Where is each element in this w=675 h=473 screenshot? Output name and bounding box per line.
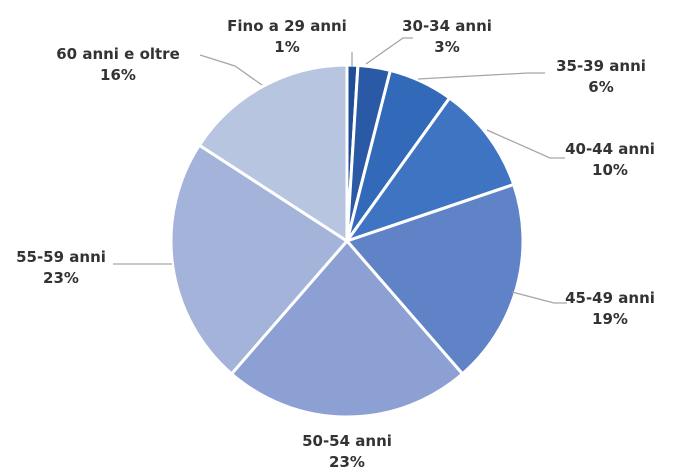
leader-line-5 — [511, 291, 567, 304]
slice-category-label: 55-59 anni — [16, 248, 106, 266]
leader-line-4 — [486, 129, 565, 159]
slice-category-label: 40-44 anni — [565, 140, 655, 158]
slice-category-label: Fino a 29 anni — [227, 17, 347, 35]
pie-slice-6 — [229, 238, 465, 419]
leader-line-8 — [199, 54, 263, 86]
slice-category-label: 45-49 anni — [565, 289, 655, 307]
slice-labels: Fino a 29 anni 1% 30-34 anni 3% 35-39 anni 6%… — [16, 17, 655, 471]
leader-line-3 — [417, 72, 545, 80]
slice-value-label: 3% — [434, 38, 459, 56]
pie-slice-5 — [344, 182, 525, 376]
slice-category-label: 30-34 anni — [402, 17, 492, 35]
slice-value-label: 16% — [100, 66, 136, 84]
slice-value-label: 23% — [329, 453, 365, 471]
pie-slice-7 — [169, 143, 350, 376]
slice-value-label: 19% — [592, 310, 628, 328]
pie-slice-8 — [197, 63, 349, 244]
slice-value-label: 1% — [274, 38, 299, 56]
slice-category-label: 35-39 anni — [556, 57, 646, 75]
slice-value-label: 10% — [592, 161, 628, 179]
pie-slices — [169, 63, 525, 419]
leader-line-2 — [365, 37, 413, 65]
leader-lines — [113, 37, 567, 304]
pie-slice-4 — [343, 95, 516, 244]
slice-value-label: 6% — [588, 78, 613, 96]
slice-category-label: 50-54 anni — [302, 432, 392, 450]
slice-category-label: 60 anni e oltre — [56, 45, 180, 63]
slice-value-label: 23% — [43, 269, 79, 287]
